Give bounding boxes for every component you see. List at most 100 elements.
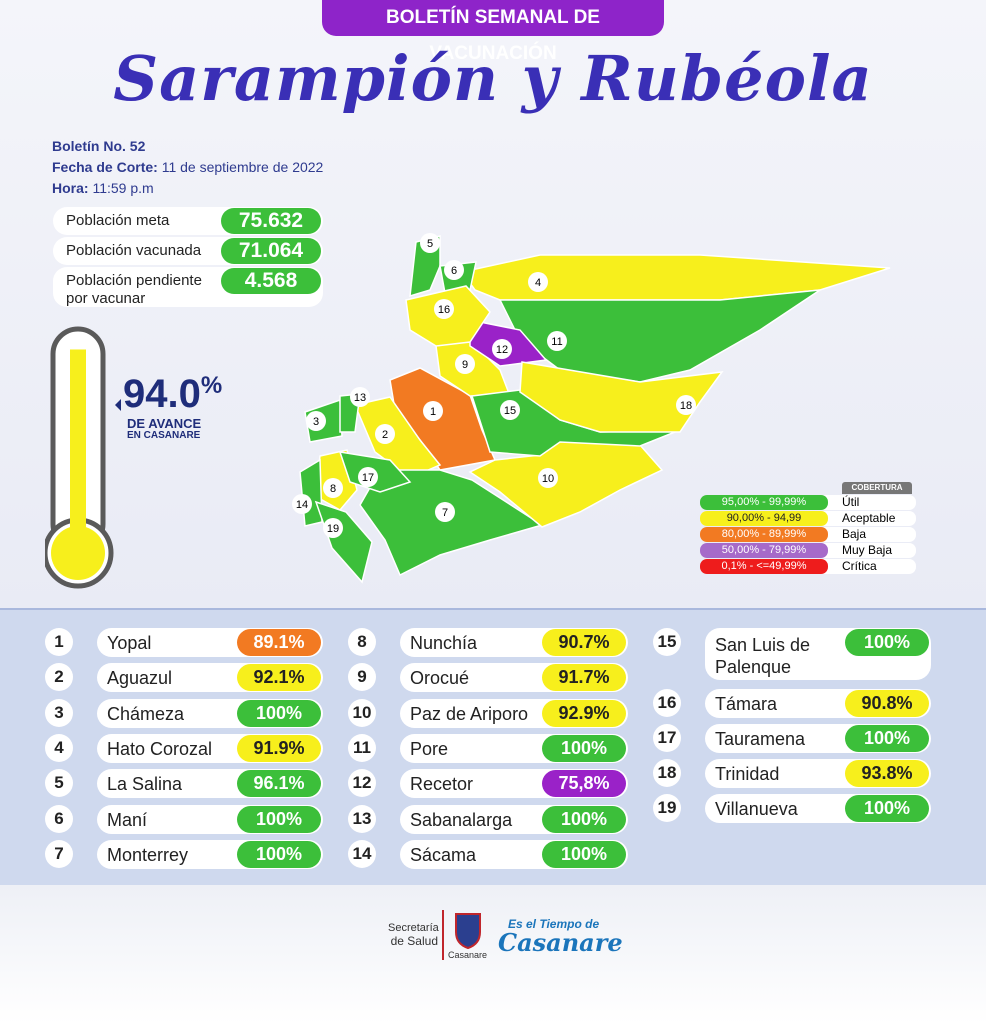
population-label: Población pendiente por vacunar (66, 272, 202, 307)
municipality-number: 9 (348, 663, 376, 692)
divider (442, 910, 444, 960)
municipality-number: 10 (348, 698, 376, 727)
population-value: 75.632 (221, 208, 321, 234)
map-label-bg (423, 401, 443, 421)
legend-label: Muy Baja (842, 543, 893, 557)
map-label-bg (350, 387, 370, 407)
map-label-bg (358, 467, 378, 487)
municipality-number: 7 (45, 839, 73, 868)
population-label: Población meta (66, 212, 170, 229)
municipality-row: 4 Hato Corozal 91.9% (45, 733, 323, 763)
municipality-number: 4 (45, 733, 73, 762)
crest-shape (455, 913, 481, 950)
footer (0, 885, 986, 1024)
municipality-name: Pore (410, 738, 449, 759)
map-label: 6 (451, 265, 457, 277)
municipality-row: 19 Villanueva 100% (653, 794, 931, 823)
municipality-row: 8 Nunchía 90.7% (348, 628, 628, 657)
municipality-number: 13 (348, 804, 376, 833)
thermometer (45, 326, 121, 589)
municipality-row: 16 Támara 90.8% (653, 689, 931, 718)
crest-label: Casanare (448, 950, 488, 960)
pointer (115, 399, 121, 411)
municipality-row: 2 Aguazul 92.1% (45, 663, 323, 693)
map-label: 16 (438, 304, 450, 316)
municipality-coverage: 100% (845, 795, 929, 822)
thermometer-fill (70, 349, 86, 545)
municipality-row: 13 Sabanalarga 100% (348, 804, 628, 834)
municipality-number: 8 (348, 628, 376, 656)
population-row: Población meta 75.632 (53, 207, 323, 235)
legend-title: COBERTURA (842, 482, 912, 494)
municipality-coverage: 100% (542, 734, 626, 762)
municipality-coverage: 100% (237, 699, 321, 727)
map-label-bg (500, 400, 520, 420)
legend-range: 80,00% - 89,99% (700, 527, 828, 542)
map-region (359, 469, 544, 577)
municipality-coverage: 92.1% (237, 664, 321, 692)
municipality-name: Sácama (410, 844, 477, 865)
secretaria: Secretaría (388, 922, 439, 934)
map-label: 7 (442, 507, 448, 519)
map-label-bg (434, 299, 454, 319)
map-label-bg (420, 233, 440, 253)
map-label: 12 (496, 344, 508, 356)
banner: BOLETÍN SEMANAL DE VACUNACIÓN (322, 0, 664, 64)
municipality-number: 18 (653, 759, 681, 787)
map-label-bg (455, 354, 475, 374)
municipality-number: 11 (348, 733, 376, 762)
municipality-coverage: 100% (237, 805, 321, 833)
footer-text: Secretaría de Salud (388, 922, 439, 948)
value: 11:59 p.m (92, 180, 154, 196)
legend-label: Útil (842, 495, 860, 509)
title: Sarampión y Rubéola (113, 42, 873, 115)
info-line: Hora: 11:59 p.m (52, 180, 154, 196)
map-label-bg (492, 339, 512, 359)
municipality-name: Tauramena (715, 729, 806, 749)
municipality-coverage: 93.8% (845, 760, 929, 787)
map-label-bg (444, 260, 464, 280)
municipality-number: 14 (348, 839, 376, 868)
legend-range: 0,1% - <=49,99% (700, 559, 828, 574)
crest (455, 913, 481, 950)
map-label-bg (435, 502, 455, 522)
legend-label: Crítica (842, 559, 877, 573)
population-label: Población vacunada (66, 242, 202, 259)
municipality-number: 15 (653, 628, 681, 656)
municipality-row: 5 La Salina 96.1% (45, 769, 323, 799)
municipality-coverage: 96.1% (237, 770, 321, 798)
label: Hora: (52, 180, 89, 196)
value: 11 de septiembre de 2022 (161, 159, 324, 175)
map-label-bg (676, 395, 696, 415)
map-label: 2 (382, 429, 388, 441)
municipality-name: Maní (107, 809, 148, 830)
municipality-name: Sabanalarga (410, 809, 513, 830)
municipality-row: 10 Paz de Ariporo 92.9% (348, 698, 628, 728)
progress-value: 94.0 (123, 372, 201, 416)
municipality-coverage: 100% (542, 805, 626, 833)
municipality-number: 17 (653, 724, 681, 752)
municipality-row: 7 Monterrey 100% (45, 839, 323, 869)
legend-range: 95,00% - 99,99% (700, 495, 828, 510)
municipality-name: Hato Corozal (107, 738, 213, 759)
map-label: 9 (462, 359, 468, 371)
municipality-number: 6 (45, 804, 73, 833)
municipality-number: 3 (45, 698, 73, 727)
population-row: Población pendiente por vacunar 4.568 (53, 267, 323, 307)
map-region (353, 396, 442, 479)
map-region (519, 361, 724, 433)
legend-item: 0,1% - <=49,99% Crítica (700, 559, 916, 574)
municipality-row: 12 Recetor 75,8% (348, 769, 628, 799)
municipality-name: Aguazul (107, 668, 173, 689)
municipality-coverage: 100% (237, 840, 321, 868)
map-label: 17 (362, 472, 374, 484)
legend-item: 90,00% - 94,99 Aceptable (700, 511, 916, 526)
map-label: 11 (551, 336, 562, 348)
municipality-row: 9 Orocué 91.7% (348, 663, 628, 693)
municipality-coverage: 100% (542, 840, 626, 868)
map-label: 8 (330, 483, 336, 495)
map-label: 19 (327, 523, 339, 535)
map-label-bg (538, 468, 558, 488)
